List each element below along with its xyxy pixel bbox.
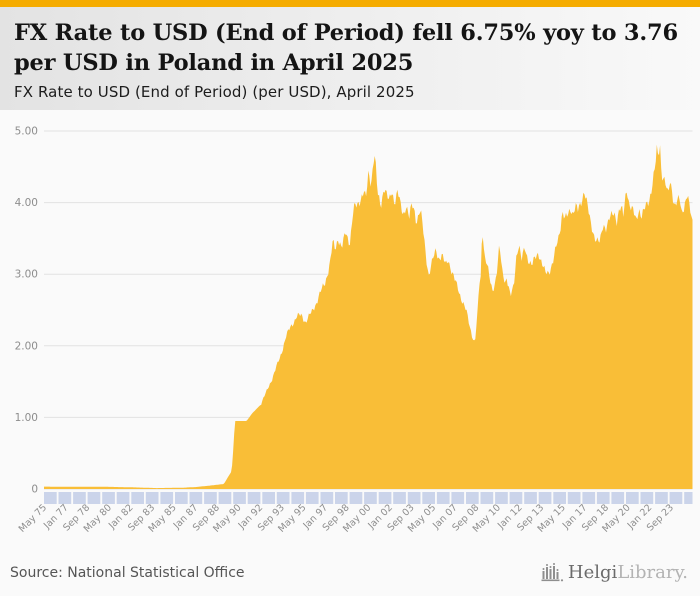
scrollbar-cell[interactable]: [102, 492, 115, 504]
scrollbar-cell[interactable]: [87, 492, 101, 504]
scrollbar-cell[interactable]: [291, 492, 305, 504]
y-axis-label: 4.00: [15, 197, 38, 209]
scrollbar-cell[interactable]: [669, 492, 683, 504]
y-axis-label: 1.00: [15, 412, 38, 424]
chart-footer: Source: National Statistical Office Helg…: [0, 553, 700, 596]
scrollbar-cell[interactable]: [204, 492, 217, 504]
scrollbar-cell[interactable]: [393, 492, 406, 504]
scrollbar-cell[interactable]: [626, 492, 639, 504]
scrollbar-cell[interactable]: [436, 492, 450, 504]
scrollbar-cell[interactable]: [640, 492, 654, 504]
scrollbar-cell[interactable]: [407, 492, 421, 504]
scrollbar-cell[interactable]: [335, 492, 348, 504]
accent-topbar: [0, 0, 700, 7]
chart-subtitle: FX Rate to USD (End of Period) (per USD)…: [14, 83, 415, 101]
scrollbar-cell[interactable]: [378, 492, 392, 504]
logo-text-helgi: Helgi: [567, 562, 618, 583]
scrollbar-cell[interactable]: [116, 492, 130, 504]
scrollbar-cell[interactable]: [320, 492, 334, 504]
scrollbar-cell[interactable]: [160, 492, 174, 504]
scrollbar-cell[interactable]: [509, 492, 523, 504]
scrollbar-cell[interactable]: [262, 492, 275, 504]
scrollbar-cell[interactable]: [611, 492, 625, 504]
y-axis-label: 3.00: [15, 269, 38, 281]
y-axis-label: 2.00: [15, 340, 38, 352]
logo-text-library: Library.: [617, 562, 688, 583]
scrollbar-cell[interactable]: [73, 492, 86, 504]
page-title: FX Rate to USD (End of Period) fell 6.75…: [14, 20, 678, 76]
scrollbar-cell[interactable]: [44, 492, 57, 504]
source-note: Source: National Statistical Office: [10, 564, 245, 581]
scrollbar-cell[interactable]: [524, 492, 537, 504]
scrollbar-cell[interactable]: [145, 492, 159, 504]
scrollbar-cell[interactable]: [364, 492, 377, 504]
scrollbar-cell[interactable]: [553, 492, 566, 504]
scrollbar-cell[interactable]: [233, 492, 246, 504]
scrollbar-cell[interactable]: [582, 492, 596, 504]
scrollbar-cell[interactable]: [218, 492, 232, 504]
scrollbar-cell[interactable]: [305, 492, 319, 504]
scrollbar-cell[interactable]: [175, 492, 188, 504]
helgi-library-logo: HelgiLibrary.: [541, 562, 688, 584]
scrollbar-cell[interactable]: [276, 492, 290, 504]
fx-rate-area: [44, 144, 693, 489]
scrollbar-cell[interactable]: [596, 492, 610, 504]
scrollbar-cell[interactable]: [349, 492, 363, 504]
scrollbar-cell[interactable]: [189, 492, 203, 504]
scrollbar-cell[interactable]: [655, 492, 668, 504]
y-axis-label: 5.00: [15, 126, 38, 138]
scrollbar-cell[interactable]: [684, 492, 693, 504]
scrollbar-cell[interactable]: [58, 492, 72, 504]
scrollbar-cell[interactable]: [567, 492, 581, 504]
scrollbar-cell[interactable]: [247, 492, 261, 504]
x-axis-label: May 75: [17, 502, 49, 534]
fx-rate-chart[interactable]: 5.00 4.00 3.00 2.00 1.00 0 May 75 Jan 77 Sep 78 M…: [0, 110, 700, 553]
scrollbar-cell[interactable]: [495, 492, 508, 504]
scrollbar-cell[interactable]: [451, 492, 465, 504]
y-axis-label: 0: [31, 484, 38, 496]
scrollbar-cell[interactable]: [480, 492, 494, 504]
scrollbar-cell[interactable]: [538, 492, 552, 504]
chart-header: FX Rate to USD (End of Period) fell 6.75…: [0, 7, 700, 110]
scrollbar-cell[interactable]: [422, 492, 435, 504]
helgi-bars-icon: [541, 562, 564, 581]
scrollbar-cell[interactable]: [131, 492, 144, 504]
scrollbar-cell[interactable]: [466, 492, 479, 504]
